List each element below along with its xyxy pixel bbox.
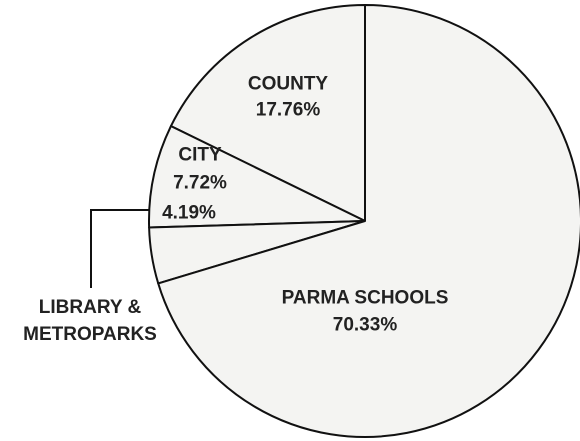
leader-line — [91, 210, 150, 288]
chart — [0, 0, 580, 441]
slice-value: 7.72% — [173, 170, 227, 197]
slice-name: PARMA SCHOOLS — [282, 285, 449, 312]
slice-value: 4.19% — [162, 200, 216, 227]
slice-name: CITY — [178, 142, 221, 169]
slice-value: 17.76% — [256, 97, 320, 124]
slice-name: COUNTY — [248, 71, 328, 98]
slice-value: 70.33% — [333, 312, 397, 339]
page: COUNTY17.76% CITY7.72% LIBRARY & METROPARK… — [0, 0, 580, 441]
slice-name: LIBRARY & METROPARKS — [15, 294, 165, 348]
